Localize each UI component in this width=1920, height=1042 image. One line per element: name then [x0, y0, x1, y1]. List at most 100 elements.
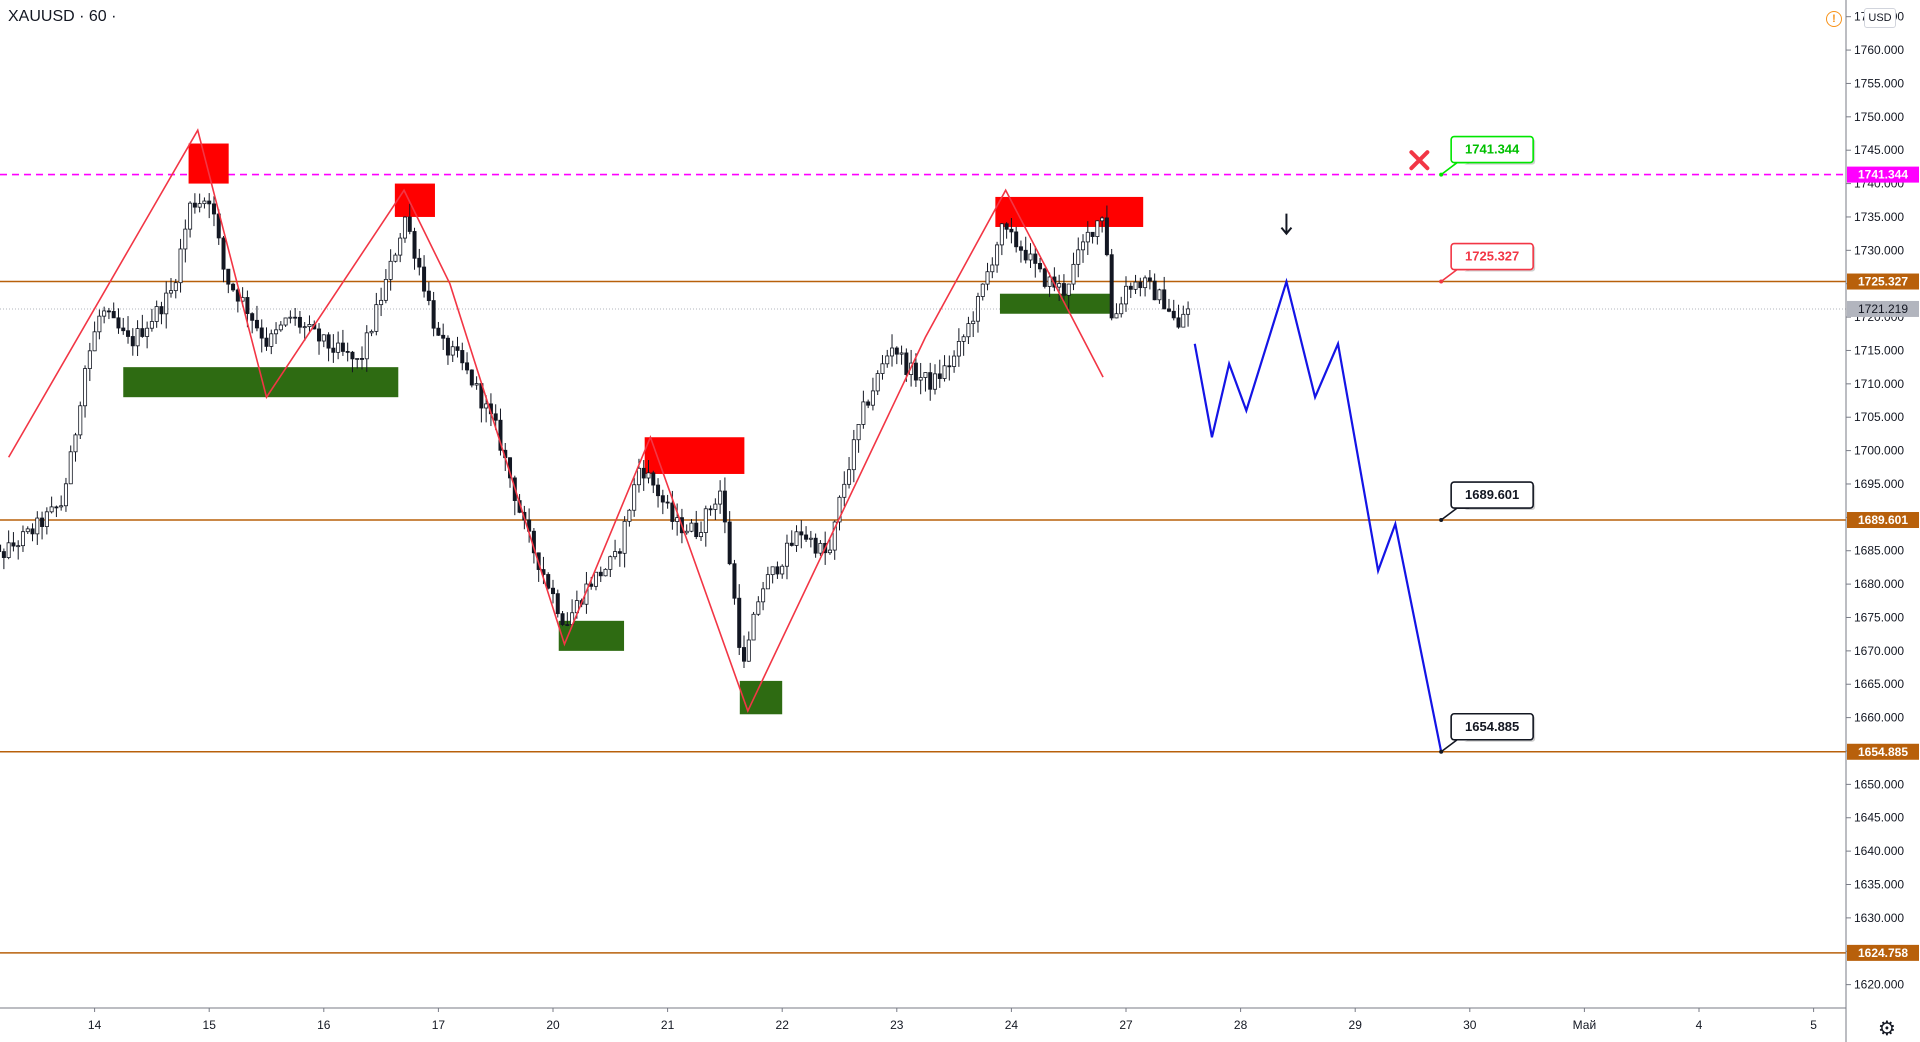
time-axis[interactable]: 14 15 16 17 20 21 22 23 24 27 28 29 30 Май 4 5	[88, 1008, 1817, 1032]
price-tick-label: 1755.000	[1854, 76, 1904, 90]
candle-body	[1104, 217, 1109, 256]
forecast-line	[1193, 277, 1443, 752]
candle-body	[789, 542, 794, 546]
candle-body	[178, 248, 183, 284]
candle-body	[956, 341, 961, 357]
candle-body	[1018, 246, 1023, 251]
candle-body	[412, 231, 417, 259]
candle-body	[250, 313, 255, 321]
candle-body	[474, 383, 479, 386]
candle-body	[0, 544, 2, 552]
candle-body	[422, 266, 427, 292]
candle-body	[183, 228, 188, 250]
candle-body	[890, 347, 895, 357]
resistance-zone	[644, 437, 745, 474]
warning-icon[interactable]: !	[1826, 11, 1842, 27]
candle-body	[465, 362, 470, 371]
candle-body	[355, 358, 360, 360]
arrow-down-icon	[1280, 226, 1293, 236]
candle-body	[1081, 241, 1086, 251]
price-tick-label: 1620.000	[1854, 978, 1904, 992]
candle-body	[1114, 313, 1119, 319]
level-price-tag	[1847, 944, 1919, 961]
candle-body	[1128, 285, 1133, 290]
candle-body	[106, 310, 111, 313]
plot-area[interactable]	[0, 0, 1846, 1008]
time-tick-label: 23	[890, 1018, 904, 1032]
candle-body	[684, 530, 689, 534]
candle-body	[431, 300, 436, 329]
gear-icon[interactable]: ⚙	[1878, 1016, 1896, 1040]
candle-body	[321, 334, 326, 342]
candle-body	[937, 373, 942, 379]
candle-body	[1014, 231, 1019, 248]
candle-body	[145, 327, 150, 337]
time-tick-label: 16	[317, 1018, 331, 1032]
price-tick-label: 1760.000	[1854, 43, 1904, 57]
callouts: 1741.344 1725.327 1689.601 1654.885	[1439, 135, 1536, 754]
candle-body	[340, 342, 345, 352]
price-tick-label: 1735.000	[1854, 210, 1904, 224]
candle-body	[894, 347, 899, 355]
candle-body	[159, 306, 164, 315]
price-axis[interactable]: 1620.0001625.0001630.0001635.0001640.000…	[1846, 10, 1904, 992]
candle-body	[226, 268, 231, 285]
candle-body	[947, 365, 952, 368]
price-tick-label: 1745.000	[1854, 143, 1904, 157]
candle-body	[450, 346, 455, 356]
cross-icon	[1409, 150, 1430, 171]
candle-body	[827, 549, 832, 554]
price-tick-label: 1680.000	[1854, 577, 1904, 591]
currency-badge[interactable]: USD	[1864, 8, 1896, 28]
price-tick-label: 1730.000	[1854, 243, 1904, 257]
candle-body	[202, 200, 207, 205]
candle-body	[971, 320, 976, 325]
candle-body	[49, 506, 54, 513]
candle-body	[1171, 310, 1176, 319]
candle-body	[756, 601, 761, 615]
time-tick-label: 21	[661, 1018, 675, 1032]
candle-body	[703, 508, 708, 533]
candle-body	[794, 531, 799, 546]
candle-body	[770, 566, 775, 576]
price-tick-label: 1750.000	[1854, 110, 1904, 124]
current-price-label: 1721.219	[1858, 302, 1908, 316]
callout-anchor	[1439, 172, 1444, 177]
price-tick-label: 1640.000	[1854, 844, 1904, 858]
time-tick-label: 5	[1810, 1018, 1817, 1032]
candle-body	[713, 503, 718, 510]
candle-body	[460, 350, 465, 364]
candle-body	[732, 563, 737, 599]
candle-body	[436, 327, 441, 336]
candle-body	[799, 531, 804, 536]
candle-body	[30, 528, 35, 535]
candle-body	[651, 472, 656, 486]
candle-body	[116, 317, 121, 329]
candle-body	[742, 647, 747, 662]
callout-label: 1725.327	[1465, 249, 1519, 264]
candle-body	[646, 472, 651, 479]
candle-body	[1066, 283, 1071, 296]
candle-body	[1090, 231, 1095, 237]
candle-body	[1181, 313, 1186, 328]
candle-body	[87, 350, 92, 369]
candle-body	[995, 244, 1000, 266]
support-zone	[558, 620, 625, 651]
symbol-title[interactable]: XAUUSD · 60 ·	[8, 8, 117, 25]
price-tick-label: 1715.000	[1854, 343, 1904, 357]
candle-body	[1061, 283, 1066, 296]
candle-body	[546, 574, 551, 589]
candle-body	[813, 537, 818, 554]
candle-body	[975, 296, 980, 322]
time-tick-label: Май	[1573, 1018, 1597, 1032]
price-tick-label: 1710.000	[1854, 377, 1904, 391]
price-tick-label: 1670.000	[1854, 644, 1904, 658]
candle-body	[780, 565, 785, 575]
candle-body	[359, 358, 364, 360]
candle-body	[1138, 281, 1143, 289]
candle-body	[560, 613, 565, 625]
level-price-tag	[1847, 166, 1919, 183]
candle-body	[856, 424, 861, 441]
candle-body	[617, 551, 622, 554]
candle-body	[746, 639, 751, 662]
